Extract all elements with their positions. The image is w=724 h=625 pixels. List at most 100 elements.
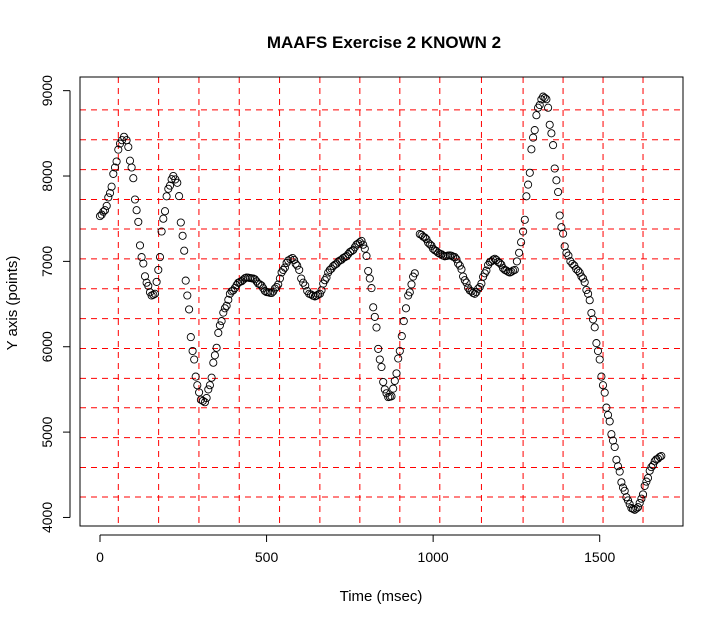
data-point — [401, 304, 411, 313]
data-point — [100, 206, 110, 215]
data-point — [529, 133, 538, 142]
data-point — [522, 192, 531, 201]
data-point — [617, 478, 626, 487]
data-point — [275, 274, 284, 283]
data-point — [605, 417, 614, 426]
data-point — [180, 246, 189, 255]
y-tick-label: 4000 — [39, 502, 55, 533]
data-point — [405, 288, 414, 297]
data-point — [407, 280, 416, 289]
data-point — [132, 206, 141, 215]
data-point — [320, 276, 329, 285]
data-point — [564, 251, 573, 260]
data-point — [450, 253, 459, 262]
data-point — [638, 490, 648, 499]
data-point — [284, 256, 293, 265]
data-point — [205, 381, 214, 390]
data-point — [557, 223, 566, 232]
data-point — [394, 354, 403, 363]
data-point — [524, 180, 533, 189]
data-point — [607, 430, 616, 439]
data-point — [190, 355, 199, 364]
data-point — [299, 278, 308, 287]
data-point — [584, 289, 593, 298]
data-point — [550, 164, 559, 173]
data-point — [549, 141, 558, 150]
data-point — [176, 218, 185, 227]
data-point — [387, 392, 396, 401]
data-point — [217, 317, 226, 326]
data-point — [640, 481, 649, 490]
data-point — [633, 503, 643, 512]
data-point — [520, 215, 529, 224]
x-tick-label: 0 — [96, 549, 104, 565]
data-point — [545, 120, 554, 129]
data-point — [628, 504, 638, 513]
data-point — [620, 486, 629, 495]
data-point — [455, 261, 464, 270]
data-point — [379, 377, 388, 387]
data-point — [286, 255, 295, 264]
data-point — [149, 290, 158, 299]
data-point — [173, 178, 182, 187]
data-point — [200, 398, 209, 407]
data-point — [597, 372, 606, 381]
y-axis-label: Y axis (points) — [4, 256, 21, 351]
data-point — [540, 93, 549, 102]
data-point — [297, 274, 306, 283]
data-point — [193, 381, 202, 390]
data-point — [469, 288, 478, 298]
x-tick-label: 1500 — [584, 549, 615, 565]
data-point — [535, 100, 544, 110]
data-point — [377, 362, 386, 372]
data-point — [374, 344, 383, 353]
data-point — [105, 189, 115, 198]
data-point — [130, 195, 140, 204]
data-point — [544, 103, 553, 112]
data-point — [109, 169, 118, 178]
data-point — [360, 244, 369, 253]
data-point — [175, 192, 184, 201]
data-point — [127, 163, 136, 172]
data-point — [112, 157, 121, 166]
data-point — [515, 248, 524, 257]
data-point — [542, 95, 551, 104]
data-point — [547, 129, 556, 138]
x-tick-label: 1000 — [418, 549, 449, 565]
data-point — [525, 168, 534, 177]
data-point — [102, 201, 111, 210]
data-point — [375, 355, 384, 364]
data-point — [555, 211, 564, 220]
data-point — [600, 388, 609, 397]
points-layer — [95, 92, 666, 514]
data-point — [590, 323, 599, 332]
data-point — [301, 281, 310, 290]
data-point — [380, 385, 389, 394]
data-point — [107, 182, 116, 191]
data-point — [215, 321, 224, 330]
data-point — [155, 253, 165, 262]
y-tick-label: 9000 — [39, 75, 55, 106]
data-point — [212, 343, 221, 352]
x-axis-label: Time (msec) — [340, 588, 423, 605]
data-point — [104, 193, 113, 202]
data-point — [390, 376, 399, 385]
data-point — [210, 351, 219, 360]
data-point — [188, 346, 197, 356]
data-point — [452, 255, 461, 264]
data-point — [365, 274, 374, 283]
data-point — [222, 301, 231, 310]
data-point — [295, 265, 304, 274]
data-point — [159, 214, 168, 223]
plot-frame — [79, 76, 684, 527]
data-point — [157, 227, 166, 236]
data-point — [510, 265, 519, 274]
data-point — [279, 265, 288, 274]
data-point — [460, 276, 469, 285]
data-point — [613, 462, 623, 471]
data-point — [459, 272, 468, 281]
y-tick-label: 8000 — [39, 160, 55, 191]
data-point — [554, 187, 563, 197]
data-point — [280, 263, 289, 272]
